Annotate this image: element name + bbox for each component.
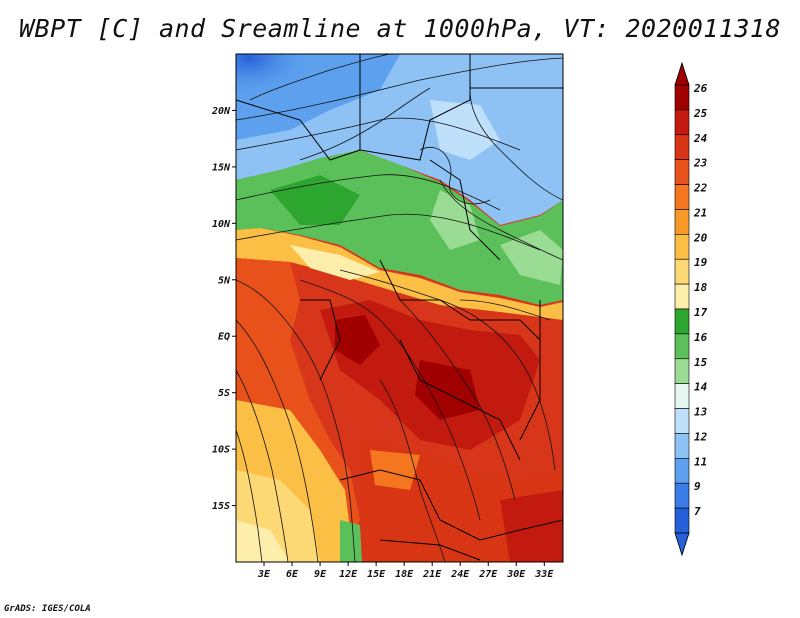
colorbar-swatch (674, 283, 690, 310)
colorbar-max-arrow (674, 61, 690, 86)
y-tick-label: 10N (212, 219, 231, 230)
y-tick-label: 5S (218, 388, 230, 399)
wbpt-field (236, 54, 563, 562)
y-tick-label: 15N (212, 162, 231, 173)
colorbar-label: 17 (694, 306, 708, 319)
y-tick-label: 20N (211, 106, 231, 117)
colorbar-label: 23 (693, 157, 708, 170)
x-tick-label: 33E (534, 569, 554, 580)
colorbar-swatch (674, 383, 690, 409)
colorbar-swatch (674, 458, 690, 484)
credit-label: GrADS: IGES/COLA (4, 604, 91, 614)
colorbar-label: 19 (694, 256, 708, 269)
y-axis-ticks: 20N 15N 10N 5N EQ 5S 10S 15S (211, 106, 236, 512)
y-tick-label: EQ (218, 332, 230, 343)
colorbar-swatch (674, 408, 690, 434)
colorbar-swatch (674, 184, 690, 210)
colorbar-swatch (674, 84, 690, 111)
colorbar: 26 25 24 23 22 21 20 19 18 17 16 15 14 13 12 11 9 7 (674, 61, 708, 557)
x-tick-label: 3E (257, 569, 271, 580)
colorbar-label: 7 (694, 505, 701, 518)
colorbar-swatch (674, 209, 690, 235)
colorbar-label: 18 (694, 281, 708, 294)
colorbar-swatch (674, 109, 690, 136)
figure-title: WBPT [C] and Sreamline at 1000hPa, VT: 2… (18, 14, 781, 43)
colorbar-label: 24 (693, 132, 708, 145)
map-frame (235, 53, 564, 563)
colorbar-swatch (674, 433, 690, 459)
x-tick-label: 30E (506, 569, 526, 580)
colorbar-label: 12 (694, 430, 708, 443)
x-tick-label: 6E (286, 569, 299, 580)
colorbar-label: 13 (694, 406, 708, 419)
x-axis-ticks: 3E 6E 9E 12E 15E 18E 21E 24E 27E 30E 33E (257, 562, 554, 580)
colorbar-swatch (674, 134, 690, 160)
colorbar-label: 14 (694, 381, 708, 394)
x-tick-label: 9E (314, 569, 327, 580)
colorbar-swatch (674, 258, 690, 285)
colorbar-label: 11 (694, 455, 707, 468)
colorbar-min-arrow (674, 532, 690, 557)
country-borders (236, 54, 563, 561)
colorbar-swatch (674, 482, 690, 509)
colorbar-label: 22 (693, 182, 708, 195)
colorbar-label: 26 (693, 82, 708, 95)
colorbar-swatch (674, 333, 690, 360)
y-tick-label: 15S (212, 501, 230, 512)
colorbar-label: 16 (694, 331, 708, 344)
streamlines (236, 54, 563, 562)
colorbar-label: 20 (693, 231, 708, 244)
x-tick-label: 12E (339, 569, 358, 580)
y-tick-label: 10S (212, 445, 230, 456)
colorbar-swatch (674, 234, 690, 260)
colorbar-swatch (674, 308, 690, 335)
colorbar-swatch (674, 159, 690, 185)
x-tick-label: 27E (478, 569, 498, 580)
colorbar-label: 9 (694, 480, 701, 493)
y-tick-label: 5N (218, 275, 231, 286)
colorbar-label: 21 (693, 206, 707, 219)
x-tick-label: 15E (367, 569, 386, 580)
colorbar-swatch (674, 358, 690, 384)
colorbar-label: 15 (694, 356, 708, 369)
colorbar-label: 25 (693, 107, 708, 120)
x-tick-label: 18E (395, 569, 414, 580)
x-tick-label: 24E (450, 569, 470, 580)
x-tick-label: 21E (422, 569, 442, 580)
colorbar-swatch (674, 507, 690, 534)
